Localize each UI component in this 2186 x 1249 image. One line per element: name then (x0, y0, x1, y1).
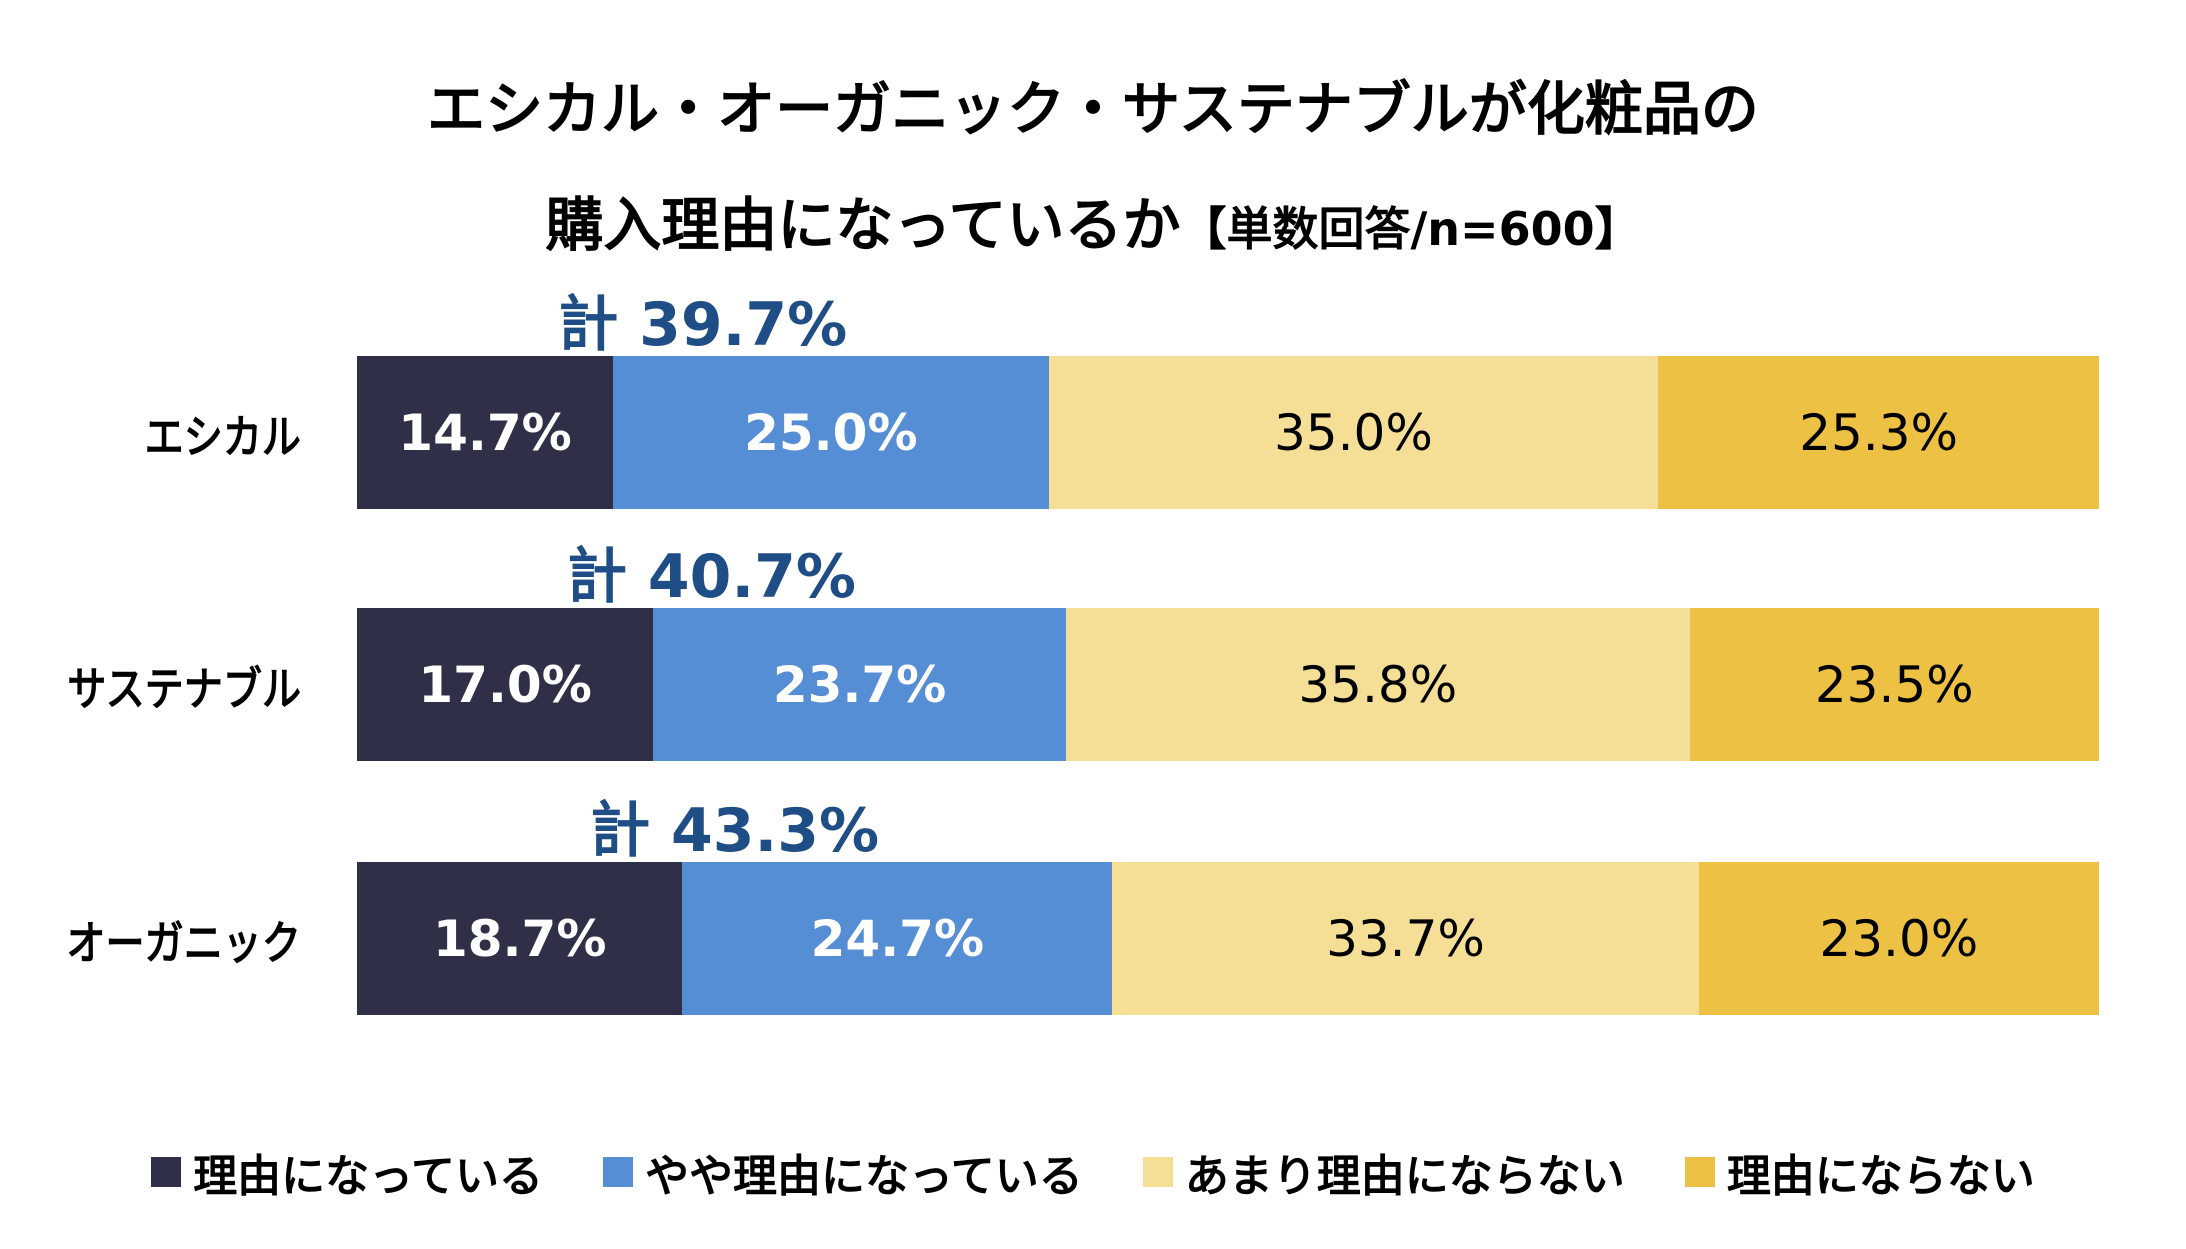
bar-segment: 35.8% (1065, 608, 1690, 761)
total-label: 計 43.3% (590, 796, 880, 866)
bar-segment: 14.7% (357, 356, 614, 509)
data-label: 25.0% (744, 403, 918, 462)
bar-segment: 23.7% (653, 608, 1066, 761)
category-label: エシカル (144, 410, 301, 464)
legend-label: 理由になっている (193, 1151, 543, 1202)
bar-segment: 23.5% (1689, 608, 2099, 761)
data-label: 23.5% (1814, 655, 1974, 714)
legend-swatch (1142, 1157, 1173, 1187)
title-note: 【単数回答/n=600】 (1180, 202, 1641, 256)
chart-title-line1: エシカル・オーガニック・サステナブルが化粧品の (0, 62, 2186, 146)
total-label: 計 40.7% (566, 542, 857, 612)
chart-title-line2: 購入理由になっているか【単数回答/n=600】 (0, 178, 2186, 262)
legend-swatch (603, 1157, 633, 1187)
data-label: 33.7% (1326, 909, 1485, 968)
category-label: オーガニック (66, 916, 301, 970)
legend-item: あまり理由にならない (1142, 1140, 1625, 1204)
stacked-bar: 17.0% 23.7% 35.8% 23.5% (357, 608, 2099, 761)
legend-item: やや理由になっている (603, 1140, 1083, 1204)
data-label: 18.7% (432, 909, 607, 968)
legend-item: 理由にならない (1684, 1140, 2035, 1204)
legend-label: 理由にならない (1726, 1151, 2035, 1202)
data-label: 35.0% (1273, 403, 1433, 462)
bar-segment: 24.7% (682, 862, 1113, 1015)
data-label: 14.7% (398, 403, 572, 462)
legend-swatch (1684, 1157, 1715, 1187)
stacked-bar: 14.7% 25.0% 35.0% 25.3% (357, 356, 2099, 509)
bar-segment: 18.7% (357, 862, 683, 1015)
data-label: 25.3% (1799, 403, 1959, 462)
bar-segment: 25.3% (1658, 356, 2099, 509)
bar-segment: 35.0% (1048, 356, 1659, 509)
title-text: エシカル・オーガニック・サステナブルが化粧品の (427, 75, 1759, 143)
data-label: 17.0% (418, 655, 592, 714)
data-label: 23.7% (772, 655, 947, 714)
legend-swatch (151, 1157, 182, 1187)
bar-segment: 33.7% (1112, 862, 1699, 1015)
bar-segment: 25.0% (613, 356, 1049, 509)
total-label: 計 39.7% (558, 290, 848, 360)
category-label: サステナブル (67, 662, 301, 716)
legend-label: やや理由になっている (645, 1151, 1083, 1202)
legend-label: あまり理由にならない (1184, 1151, 1625, 1202)
legend-item: 理由になっている (151, 1140, 543, 1204)
data-label: 23.0% (1819, 909, 1979, 968)
data-label: 24.7% (810, 909, 985, 968)
bar-segment: 17.0% (357, 608, 654, 761)
legend: 理由になっている やや理由になっている あまり理由にならない 理由にならない (0, 1140, 2186, 1204)
bar-segment: 23.0% (1698, 862, 2099, 1015)
data-label: 35.8% (1298, 655, 1458, 714)
title-text: 購入理由になっているか (545, 191, 1181, 259)
stacked-bar: 18.7% 24.7% 33.7% 23.0% (357, 862, 2099, 1015)
